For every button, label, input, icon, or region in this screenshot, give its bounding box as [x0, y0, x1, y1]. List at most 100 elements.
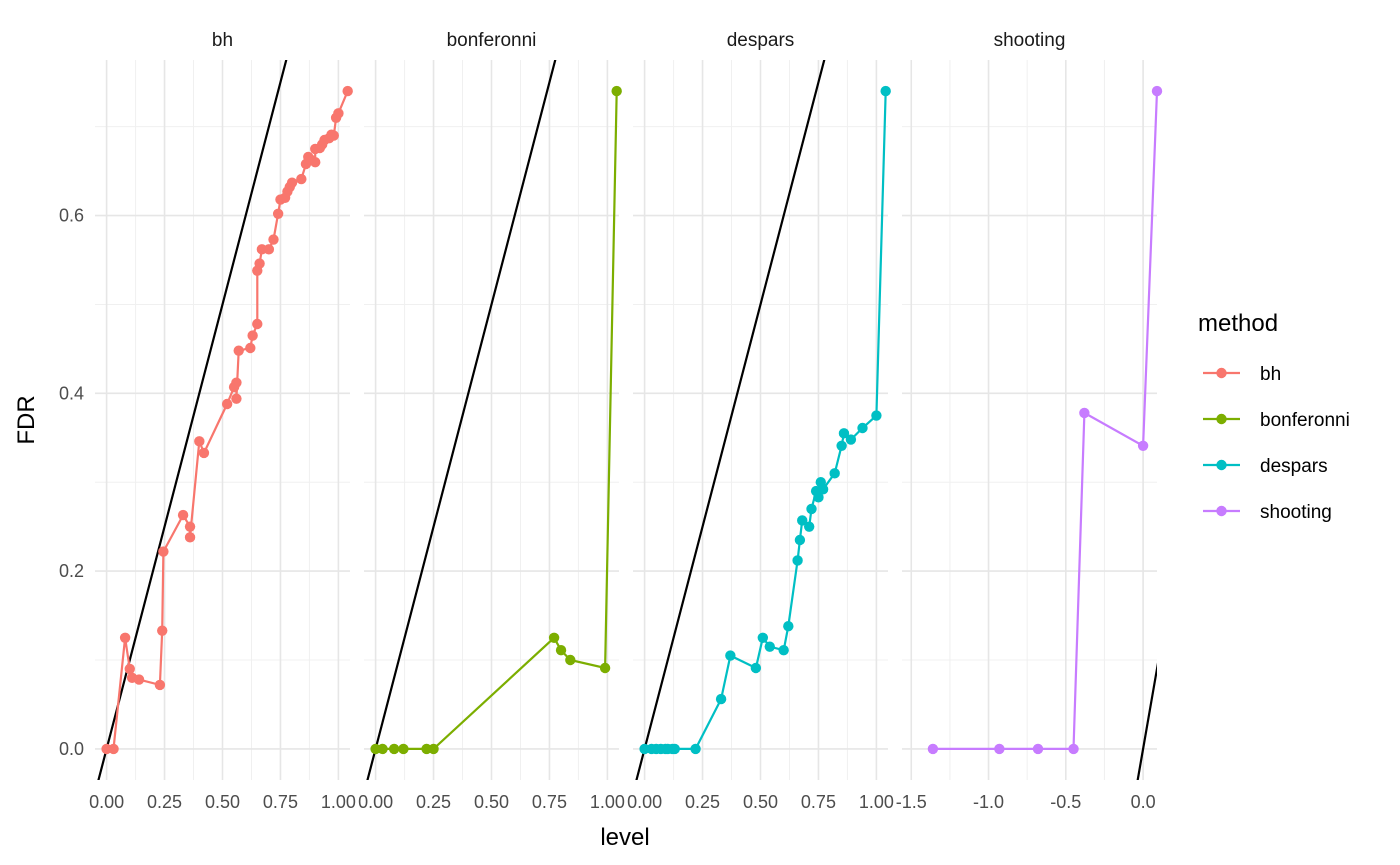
data-point [715, 693, 727, 705]
data-point [880, 85, 891, 97]
x-tick-label: 1.00 [859, 792, 894, 812]
data-point [377, 743, 388, 755]
data-point [154, 679, 166, 691]
legend-item-despars: despars [1203, 456, 1328, 477]
legend-item-shooting: shooting [1203, 502, 1332, 523]
x-tick-label: 0.0 [1131, 792, 1156, 812]
data-point [871, 410, 882, 421]
legend-key-point [1216, 505, 1227, 517]
data-point [813, 492, 824, 503]
facet-label-bh: bh [212, 30, 233, 51]
x-tick-label: 0.75 [532, 792, 567, 812]
x-tick-label: 0.75 [801, 792, 836, 812]
x-axis-title: level [600, 824, 649, 851]
legend-label: despars [1260, 456, 1328, 477]
data-point [233, 345, 244, 356]
data-point [836, 440, 847, 451]
panel-shooting: shooting -1.5 -1.0 -0.5 0.0 [896, 30, 1163, 812]
data-point [565, 654, 576, 666]
legend: method bh bonferonni despars shooting [1198, 310, 1350, 523]
legend-label: shooting [1260, 502, 1332, 523]
y-axis-title: FDR [13, 395, 40, 444]
legend-item-bonferonni: bonferonni [1203, 410, 1350, 431]
data-point [124, 663, 135, 675]
data-point [398, 743, 409, 755]
identity-line [366, 60, 557, 780]
facet-label-shooting: shooting [994, 30, 1066, 51]
data-point [108, 743, 119, 755]
data-point [669, 743, 680, 755]
x-tick-label: -1.5 [896, 792, 927, 812]
data-point [296, 173, 307, 185]
data-point [783, 621, 794, 632]
data-point [157, 625, 168, 636]
data-point [184, 532, 196, 543]
x-tick-label: 0.25 [685, 792, 720, 812]
data-point [764, 641, 775, 652]
data-point [247, 330, 258, 341]
x-tick-label: 1.00 [321, 792, 356, 812]
x-tick-label: 0.00 [358, 792, 393, 812]
data-point [221, 398, 233, 410]
data-point [1068, 743, 1079, 755]
data-point [555, 645, 567, 656]
data-point [548, 632, 560, 643]
data-point [133, 674, 145, 685]
x-tick-label: 1.00 [590, 792, 625, 812]
data-point [1079, 407, 1090, 419]
x-tick-label: 0.50 [474, 792, 509, 812]
x-tick-label: -0.5 [1050, 792, 1081, 812]
legend-key-point [1216, 413, 1227, 425]
data-point [994, 743, 1005, 755]
data-point [272, 208, 284, 219]
data-point [158, 546, 169, 557]
data-point [803, 521, 815, 532]
x-tick-label: 0.50 [743, 792, 778, 812]
data-point [838, 428, 850, 439]
x-tick-label: 0.00 [89, 792, 124, 812]
series-line-bh [106, 90, 349, 751]
x-tick-label: 0.25 [147, 792, 182, 812]
data-point [599, 662, 611, 674]
data-point [757, 632, 769, 643]
data-point [263, 244, 275, 255]
data-point [119, 632, 131, 643]
data-point [342, 85, 353, 97]
legend-item-bh: bh [1203, 364, 1281, 385]
data-point [231, 377, 242, 388]
data-point [1032, 743, 1044, 755]
series-line-despars [644, 91, 887, 751]
data-point [177, 509, 189, 521]
data-point [1137, 440, 1149, 451]
data-point [792, 555, 803, 566]
y-tick-label: 0.2 [59, 561, 84, 581]
identity-line [97, 60, 288, 780]
panel-bh: bh 0.00 0.25 0.50 0.75 1.00 [89, 30, 356, 812]
identity-line [635, 60, 826, 780]
data-point [611, 85, 622, 97]
data-point [428, 743, 439, 755]
y-tick-label: 0.4 [59, 383, 84, 403]
y-tick-label: 0.0 [59, 739, 84, 759]
data-point [286, 177, 298, 188]
series-line-shooting [932, 91, 1159, 751]
facet-label-despars: despars [727, 30, 795, 51]
data-point [328, 130, 339, 141]
data-point [268, 234, 279, 245]
data-point [1151, 85, 1163, 97]
data-point [817, 484, 829, 495]
data-point [927, 743, 939, 755]
data-point [388, 743, 400, 755]
data-point [750, 662, 762, 674]
legend-title: method [1198, 310, 1278, 337]
data-point [245, 342, 256, 354]
data-point [806, 503, 817, 515]
data-point [690, 743, 701, 755]
data-point [725, 650, 736, 661]
identity-line [1136, 662, 1157, 780]
x-tick-label: 0.25 [416, 792, 451, 812]
data-point [797, 515, 808, 526]
x-tick-label: 0.75 [263, 792, 298, 812]
data-point [252, 318, 263, 330]
